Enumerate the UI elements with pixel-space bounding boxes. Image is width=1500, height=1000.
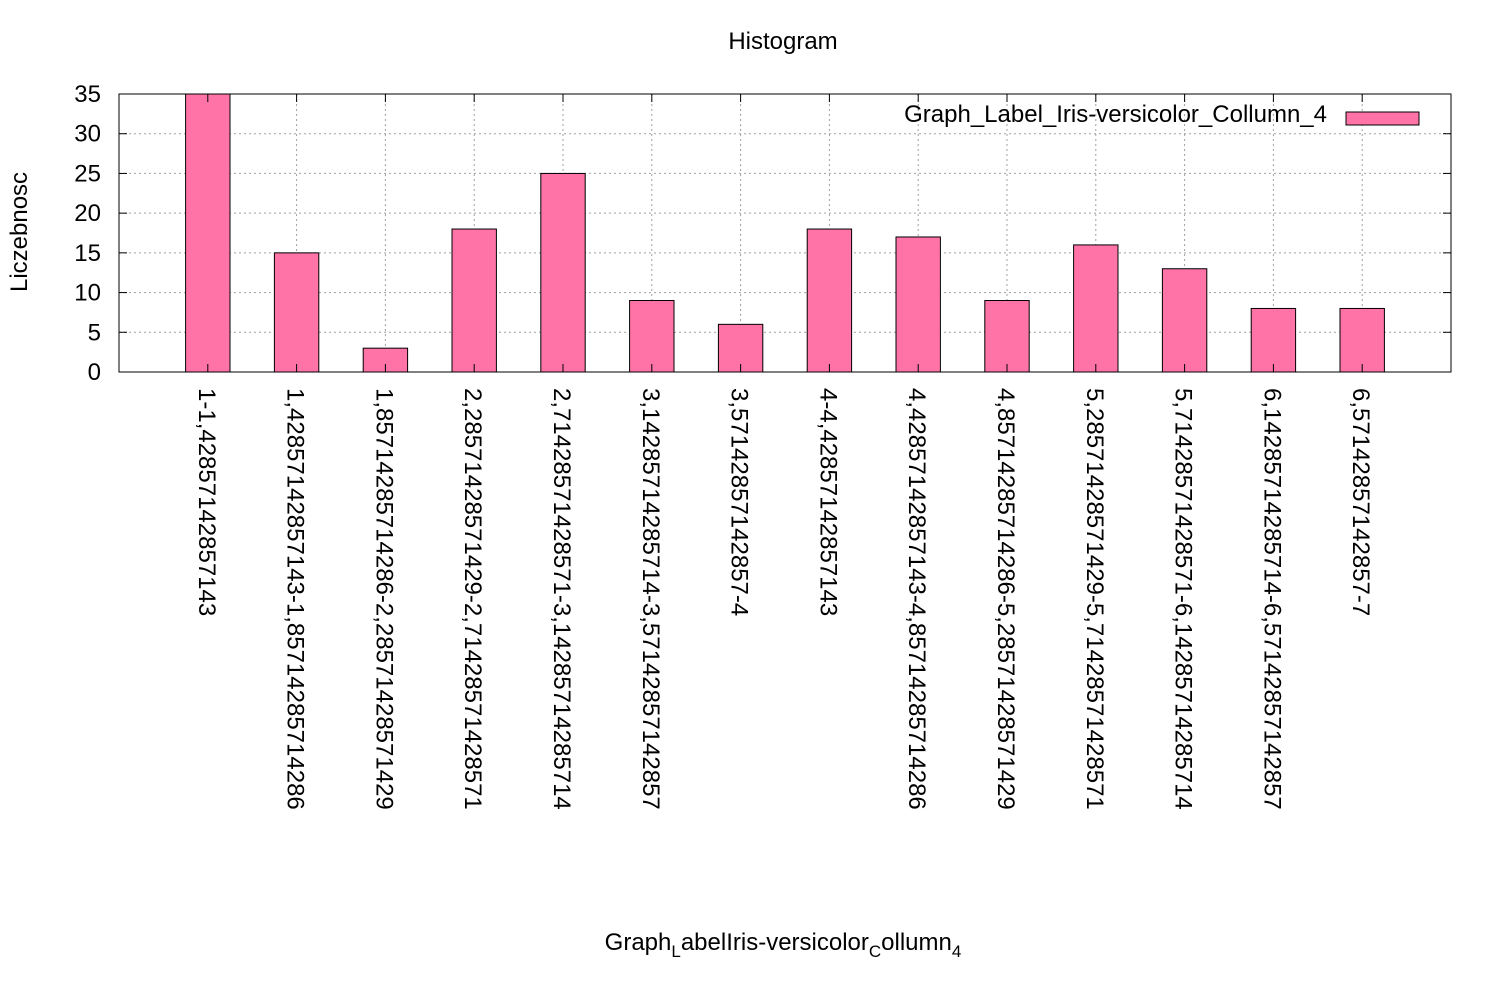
bar (540, 172, 586, 373)
x-tick-label: 2,28571428571429-2,71428571428571 (459, 388, 486, 810)
x-tick-label: 2,71428571428571-3,14285714285714 (548, 388, 575, 810)
bar (273, 252, 320, 373)
bars (185, 93, 1385, 373)
x-tick-label: 6,14285714285714-6,57142857142857 (1258, 388, 1285, 810)
legend-label: Graph_Label_Iris-versicolor_Collumn_4 (904, 101, 1327, 128)
y-tick-label: 20 (74, 200, 101, 227)
bar (1073, 244, 1119, 373)
legend: Graph_Label_Iris-versicolor_Collumn_4 (904, 101, 1420, 128)
legend-swatch (1345, 111, 1420, 126)
bar (1339, 307, 1385, 373)
x-tick-label: 4,85714285714286-5,28571428571429 (992, 388, 1019, 810)
y-tick-label: 5 (88, 319, 101, 346)
bar (1250, 307, 1297, 373)
y-tick-label: 25 (74, 160, 101, 187)
bar (984, 300, 1030, 373)
bar (1161, 268, 1208, 373)
y-tick-label: 0 (88, 359, 101, 386)
bar (895, 236, 941, 373)
bar (451, 228, 497, 373)
x-axis-label: GraphLabelIris-versicolorCollumn4 (605, 929, 962, 961)
x-tick-label: 1,42857142857143-1,85714285714286 (282, 388, 309, 810)
x-tick-label: 1,85714285714286-2,28571428571429 (370, 388, 397, 810)
plot-frame (118, 93, 1452, 373)
y-axis-label: Liczebnosc (6, 172, 33, 292)
x-axis-ticks: 1-1,42857142857143 1,42857142857143-1,857… (193, 94, 1374, 810)
bar (629, 300, 675, 373)
bar (806, 228, 853, 373)
x-tick-label: 3,57142857142857-4 (726, 388, 753, 616)
x-tick-label: 3,14285714285714-3,57142857142857 (637, 388, 664, 810)
y-tick-label: 35 (74, 81, 101, 108)
y-axis-ticks: 0 5 10 15 20 25 30 35 (74, 81, 1451, 386)
y-tick-label: 10 (74, 280, 101, 307)
x-tick-label: 4-4,42857142857143 (814, 388, 841, 616)
x-tick-label: 1-1,42857142857143 (193, 388, 220, 616)
x-tick-label: 5,71428571428571-6,14285714285714 (1170, 388, 1197, 810)
bar (185, 93, 231, 373)
x-tick-label: 4,42857142857143-4,85714285714286 (903, 388, 930, 810)
x-tick-label: 6,57142857142857-7 (1347, 388, 1374, 616)
x-tick-label: 5,28571428571429-5,71428571428571 (1081, 388, 1108, 810)
y-tick-label: 30 (74, 121, 101, 148)
chart-title: Histogram (728, 28, 837, 55)
y-tick-label: 15 (74, 240, 101, 267)
